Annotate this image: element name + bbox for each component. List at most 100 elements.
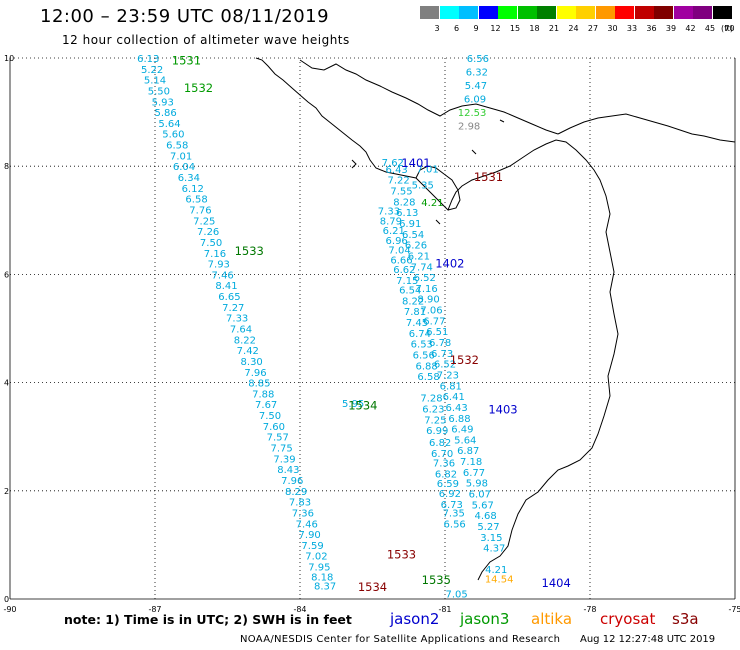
lat-tick-label: 0 (4, 595, 9, 604)
wave-height-value: 6.92 (439, 489, 461, 500)
legend-swatch (693, 6, 712, 19)
wave-height-value: 7.59 (301, 541, 323, 552)
wave-height-value: 6.81 (440, 381, 462, 392)
legend-swatch (595, 6, 615, 19)
wave-height-value: 6.77 (423, 316, 445, 327)
legend-swatch (673, 6, 693, 19)
wave-height-value: 2.98 (458, 122, 480, 133)
wave-height-value: 6.56 (444, 519, 466, 530)
wave-height-value: 6.65 (218, 292, 240, 303)
wave-height-value: 6.88 (416, 361, 438, 372)
wave-height-value: 7.27 (222, 303, 244, 314)
wave-height-value: 6.43 (386, 165, 408, 176)
wave-height-value: 6.58 (417, 372, 439, 383)
legend-label: 12 (490, 24, 501, 33)
wave-height-value: 5.95 (342, 399, 364, 410)
wave-height-value: 4.21 (421, 198, 443, 209)
wave-height-value: 6.70 (431, 449, 453, 460)
wave-height-value: 6.52 (414, 273, 436, 284)
wave-height-value: 6.96 (386, 236, 408, 247)
legend-swatch (712, 6, 732, 19)
wave-height-value: 8.90 (417, 295, 439, 306)
wave-height-value: 6.73 (441, 500, 463, 511)
wave-height-value: 5.14 (144, 76, 166, 87)
legend-swatch (576, 6, 595, 19)
wave-height-value: 8.79 (380, 216, 402, 227)
wave-height-value: 6.56 (467, 54, 489, 65)
legend-swatch (615, 6, 634, 19)
lat-lon-grid: -90 -87 -84 -81 -78 -75 0 2 4 6 8 10 (3, 54, 740, 614)
pass-number: 1531 (474, 170, 503, 184)
wave-height-value: 6.43 (445, 403, 467, 414)
wave-height-value: 5.86 (155, 108, 177, 119)
wave-height-value: 8.37 (314, 581, 336, 592)
legend-label: 70 (724, 24, 735, 33)
wave-height-value: 6.87 (457, 446, 479, 457)
wave-height-value: 6.13 (137, 54, 159, 65)
pass-number: 1533 (387, 548, 416, 562)
legend-swatch (537, 6, 556, 19)
pass-number: 1534 (348, 398, 377, 412)
legend-label: 27 (587, 24, 599, 33)
legend-swatch (654, 6, 673, 19)
wave-height-value: 5.67 (472, 500, 494, 511)
wave-height-value: 6.32 (466, 68, 488, 79)
lon-tick-label: -75 (728, 605, 740, 614)
legend-swatch (439, 6, 459, 19)
wave-height-value: 7.62 (382, 158, 404, 169)
wave-height-value: 6.73 (431, 349, 453, 360)
legend-label: 39 (665, 24, 677, 33)
wave-height-legend: 3 6 9 12 15 18 21 24 27 30 33 36 39 42 45 70 (ft) (420, 6, 735, 40)
wave-height-value: 7.26 (197, 227, 219, 238)
wave-height-value: 7.06 (420, 306, 442, 317)
legend-label: 9 (473, 24, 479, 33)
wave-height-value: 6.41 (443, 392, 465, 403)
wave-height-value: 8.28 (393, 197, 415, 208)
wave-height-value: 8.29 (285, 487, 307, 498)
wave-height-value: 8.43 (277, 465, 299, 476)
lon-tick-label: -78 (583, 605, 596, 614)
wave-height-value: 6.04 (173, 162, 195, 173)
lon-tick-label: -90 (3, 605, 16, 614)
pass-number: 1534 (358, 580, 387, 594)
wave-height-value: 7.04 (388, 246, 410, 257)
wave-height-value: 5.50 (148, 86, 170, 97)
wave-height-value: 7.75 (271, 444, 293, 455)
satellite-jason2: jason2 (390, 610, 440, 628)
note-text: note: 1) Time is in UTC; 2) SWH is in fe… (64, 612, 352, 627)
lat-tick-label: 4 (4, 379, 9, 388)
lat-tick-label: 2 (4, 487, 9, 496)
pass-number: 1402 (435, 257, 464, 271)
wave-height-value: 7.96 (244, 368, 266, 379)
wave-height-value: 6.49 (451, 425, 473, 436)
legend-unit: (ft) (720, 24, 734, 33)
wave-height-value: 14.54 (485, 574, 514, 585)
pass-number: 1535 (422, 573, 451, 587)
wave-height-value: 6.58 (166, 141, 188, 152)
credit-text: NOAA/NESDIS Center for Satellite Applica… (240, 634, 561, 645)
legend-label: 15 (509, 24, 521, 33)
wave-height-value: 5.64 (158, 119, 180, 130)
wave-height-value: 6.21 (408, 251, 430, 262)
legend-swatch (556, 6, 576, 19)
wave-height-value: 5.22 (141, 65, 163, 76)
wave-height-value: 7.05 (445, 590, 467, 601)
wave-height-value: 6.74 (409, 329, 431, 340)
wave-height-value: 6.77 (463, 468, 485, 479)
wave-height-value: 5.64 (454, 435, 476, 446)
legend-swatch (478, 6, 498, 19)
pass-number-labels: 1531 1532 1533 1534 1535 1533 1534 1531 1532 1401… (172, 54, 571, 594)
legend-label: 42 (685, 24, 696, 33)
wave-height-value: 7.25 (424, 415, 446, 426)
wave-height-value: 8.85 (248, 379, 270, 390)
wave-height-value: 5.93 (152, 97, 174, 108)
legend-label: 30 (607, 24, 618, 33)
wave-height-value: 5.47 (465, 81, 487, 92)
legend-label: 6 (453, 24, 460, 33)
wave-height-value: 6.51 (426, 327, 448, 338)
wave-height-value: 12.53 (458, 108, 487, 119)
wave-height-value: 7.67 (255, 400, 277, 411)
wave-height-value: 7.16 (204, 249, 226, 260)
wave-height-value: 6.13 (396, 208, 418, 219)
pass-number: 1532 (184, 81, 213, 95)
